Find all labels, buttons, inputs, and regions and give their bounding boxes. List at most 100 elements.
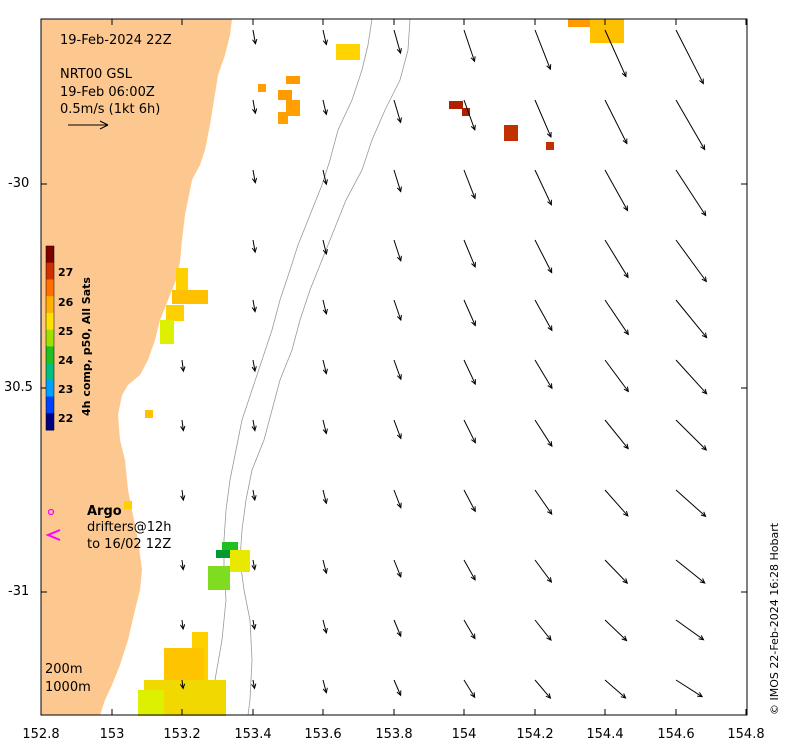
colorbar-swatch <box>46 363 54 381</box>
current-vector <box>393 239 402 261</box>
sst-patch <box>462 108 470 116</box>
colorbar-swatch <box>46 379 54 398</box>
current-vector <box>675 169 707 216</box>
x-tick-label: 154.4 <box>586 727 624 742</box>
current-vector-head <box>471 437 476 444</box>
drifters-label: drifters@12h <box>87 520 172 535</box>
y-tick-label: 30.5 <box>4 380 33 395</box>
current-vector-head <box>251 247 258 254</box>
sst-patch <box>278 112 288 124</box>
sst-patch <box>286 100 300 116</box>
current-vector-head <box>396 631 402 638</box>
x-tick-label: 153.6 <box>304 727 342 742</box>
current-vector <box>252 299 256 312</box>
current-vector <box>181 359 184 372</box>
current-vector <box>463 619 476 639</box>
sst-patch <box>166 305 184 321</box>
current-vector <box>252 99 256 114</box>
drifter-icon <box>45 529 61 541</box>
colorbar-swatch <box>46 296 54 314</box>
current-vector <box>181 559 184 570</box>
current-vector <box>534 679 551 699</box>
current-vector <box>252 359 256 372</box>
current-vector <box>463 169 476 199</box>
colorbar-swatch <box>46 262 54 280</box>
current-vector-head <box>623 443 629 450</box>
colorbar-swatch <box>46 413 54 431</box>
current-vector-head <box>252 38 258 45</box>
current-vector-head <box>396 186 402 193</box>
current-vector-head <box>251 425 257 432</box>
scale-label: 0.5m/s (1kt 6h) <box>60 102 161 117</box>
sst-patch <box>216 550 230 558</box>
colorbar-tick: 22 <box>58 412 74 425</box>
current-vector-head <box>396 255 402 262</box>
time-label: 19-Feb 06:00Z <box>60 85 155 100</box>
current-vector <box>604 559 628 584</box>
model-label: NRT00 GSL <box>60 67 132 82</box>
current-vector-head <box>621 71 627 78</box>
current-vector-head <box>251 306 257 313</box>
current-vector-head <box>623 205 629 212</box>
current-vector-head <box>322 109 328 116</box>
current-vector-head <box>546 64 552 71</box>
current-vector-head <box>470 124 476 131</box>
current-vector <box>393 299 402 321</box>
isobath-1000m-label: 1000m <box>45 680 91 695</box>
current-vector-head <box>623 329 629 336</box>
current-vector-head <box>322 627 328 635</box>
current-vector <box>463 419 476 443</box>
current-vector-head <box>180 495 186 502</box>
current-vector <box>393 679 402 696</box>
x-tick-label: 154 <box>451 727 477 742</box>
current-vector-head <box>251 683 257 690</box>
current-vector <box>604 239 629 278</box>
current-vector <box>463 359 476 385</box>
current-vector-head <box>622 578 629 584</box>
sst-patch <box>230 550 250 572</box>
current-vector-head <box>470 506 476 513</box>
sst-patch <box>590 19 624 43</box>
current-vector-head <box>547 509 553 516</box>
current-vector-head <box>251 564 257 571</box>
current-vector <box>252 559 256 570</box>
current-vector <box>322 239 327 255</box>
current-vector-head <box>470 56 476 63</box>
current-vector-head <box>396 690 402 697</box>
current-vector <box>181 679 184 689</box>
current-vector-head <box>322 39 328 46</box>
current-vector <box>604 679 626 699</box>
x-tick-label: 153.8 <box>375 727 413 742</box>
current-vector-head <box>322 687 328 694</box>
current-vector-head <box>471 379 476 386</box>
current-vector <box>252 169 256 183</box>
drifters-date-label: to 16/02 12Z <box>87 537 172 552</box>
current-vector-head <box>623 272 629 279</box>
current-vector <box>393 489 402 508</box>
current-vector-head <box>180 624 186 631</box>
colorbar-tick: 27 <box>58 266 74 279</box>
current-vector <box>181 489 184 501</box>
current-vector <box>675 99 706 150</box>
current-vectors <box>179 29 708 700</box>
current-vector <box>675 359 707 395</box>
sst-patch <box>286 76 300 84</box>
current-vector <box>604 99 628 144</box>
current-vector-head <box>251 623 257 631</box>
x-tick-label: 152.8 <box>22 727 60 742</box>
current-vector <box>322 99 327 115</box>
colorbar-swatch <box>46 279 54 297</box>
axis-ticks <box>40 19 747 715</box>
current-vector <box>534 489 553 515</box>
current-vector <box>393 169 402 192</box>
sst-patch <box>336 44 360 60</box>
current-vector <box>252 29 256 44</box>
current-vector <box>463 99 476 130</box>
x-tick-label: 153.4 <box>234 727 272 742</box>
y-tick-label: -31 <box>8 584 30 599</box>
current-vector-head <box>700 144 706 151</box>
sst-patch <box>504 125 518 141</box>
current-vector-head <box>470 692 476 699</box>
current-vector-head <box>701 445 708 451</box>
